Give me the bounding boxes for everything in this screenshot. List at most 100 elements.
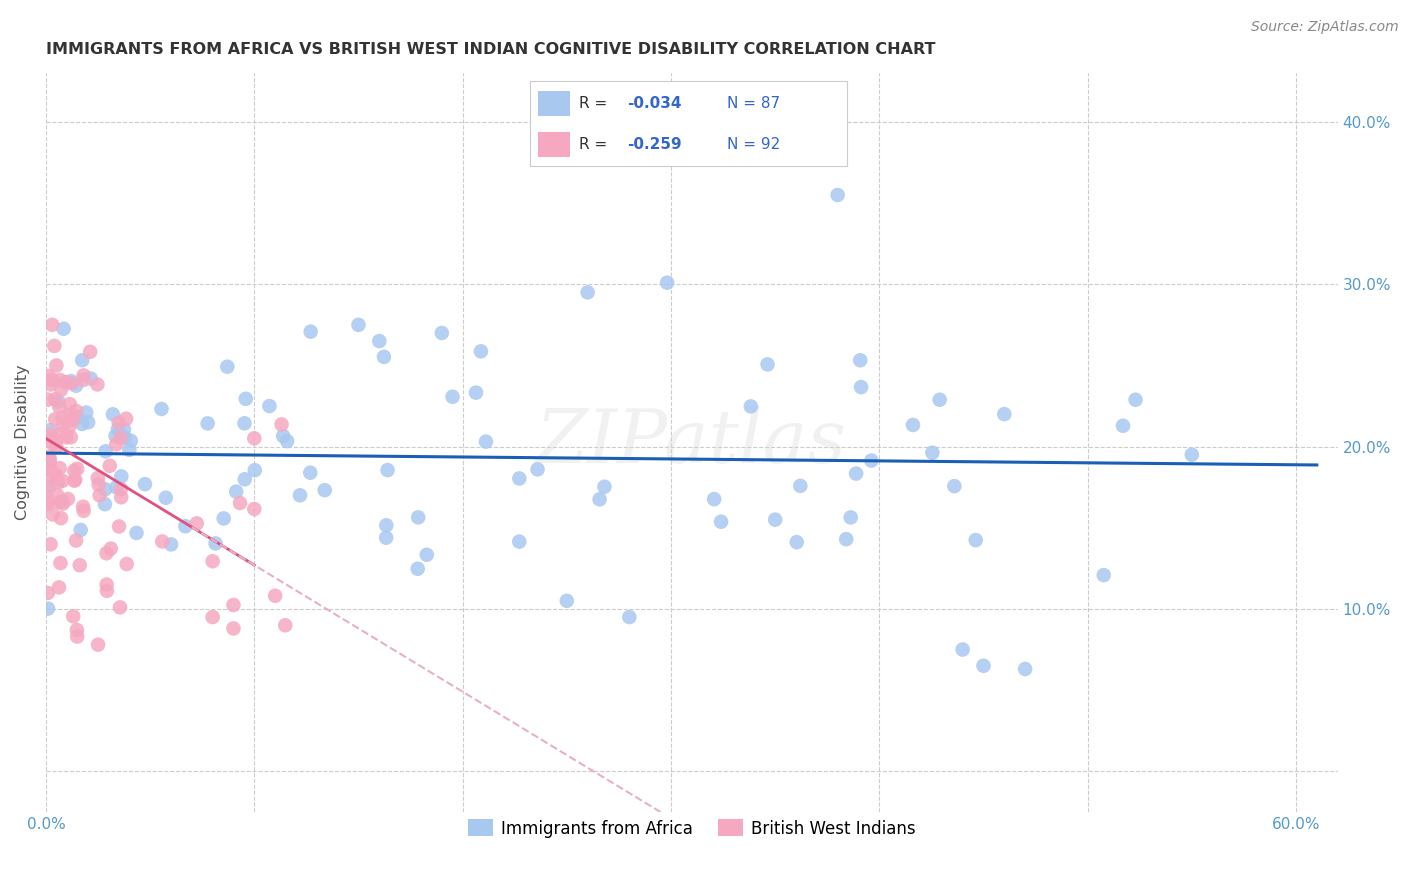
- Point: [576, 285, 599, 300]
- Point: [69, 523, 91, 537]
- Point: [763, 513, 786, 527]
- Point: [41, 469, 63, 483]
- Point: [201, 610, 224, 624]
- Point: [233, 417, 256, 431]
- Point: [41, 437, 63, 451]
- Point: [276, 434, 298, 449]
- Point: [38, 457, 60, 471]
- Point: [1014, 662, 1036, 676]
- Text: ZIPatlas: ZIPatlas: [536, 406, 848, 479]
- Point: [197, 417, 219, 431]
- Point: [35, 495, 58, 509]
- Point: [508, 471, 530, 485]
- Point: [107, 416, 129, 430]
- Point: [972, 658, 994, 673]
- Point: [430, 326, 453, 340]
- Point: [89, 488, 111, 502]
- Point: [39, 423, 62, 437]
- Point: [98, 458, 121, 473]
- Point: [35, 459, 58, 474]
- Point: [839, 510, 862, 524]
- Point: [46, 475, 69, 490]
- Point: [51, 411, 73, 425]
- Point: [406, 562, 429, 576]
- Point: [217, 359, 239, 374]
- Point: [655, 276, 678, 290]
- Point: [96, 546, 118, 560]
- Point: [115, 411, 138, 425]
- Point: [104, 429, 127, 443]
- Point: [72, 373, 94, 387]
- Point: [56, 491, 79, 506]
- Point: [46, 488, 69, 502]
- Point: [72, 500, 94, 514]
- Point: [108, 519, 131, 533]
- Point: [48, 394, 70, 409]
- Legend: Immigrants from Africa, British West Indians: Immigrants from Africa, British West Ind…: [461, 813, 922, 844]
- Point: [59, 397, 82, 411]
- Point: [1092, 568, 1115, 582]
- Point: [53, 375, 76, 389]
- Point: [835, 532, 858, 546]
- Point: [66, 623, 89, 637]
- Point: [75, 405, 97, 419]
- Point: [45, 434, 67, 448]
- Point: [368, 334, 391, 348]
- Point: [66, 462, 89, 476]
- Point: [1112, 418, 1135, 433]
- Point: [110, 431, 132, 445]
- Point: [51, 494, 73, 508]
- Point: [94, 482, 117, 496]
- Point: [35, 451, 58, 466]
- Point: [87, 477, 110, 491]
- Point: [1181, 448, 1204, 462]
- Point: [703, 492, 725, 507]
- Point: [465, 385, 488, 400]
- Point: [270, 417, 292, 432]
- Point: [39, 377, 62, 392]
- Point: [475, 434, 498, 449]
- Point: [49, 383, 72, 397]
- Point: [38, 368, 60, 383]
- Point: [134, 477, 156, 491]
- Point: [65, 473, 87, 487]
- Point: [87, 471, 110, 485]
- Point: [38, 479, 60, 493]
- Point: [740, 400, 762, 414]
- Point: [45, 468, 67, 483]
- Point: [110, 469, 132, 483]
- Point: [588, 492, 610, 507]
- Point: [901, 417, 924, 432]
- Point: [845, 467, 868, 481]
- Point: [243, 502, 266, 516]
- Point: [48, 373, 70, 387]
- Point: [65, 404, 87, 418]
- Point: [1125, 392, 1147, 407]
- Point: [115, 557, 138, 571]
- Point: [259, 399, 281, 413]
- Point: [60, 376, 83, 391]
- Point: [70, 417, 93, 431]
- Point: [70, 353, 93, 368]
- Point: [225, 484, 247, 499]
- Point: [72, 504, 94, 518]
- Point: [441, 390, 464, 404]
- Point: [51, 474, 73, 488]
- Point: [48, 581, 70, 595]
- Point: [114, 430, 136, 444]
- Point: [789, 479, 811, 493]
- Point: [943, 479, 966, 493]
- Point: [212, 511, 235, 525]
- Point: [756, 357, 779, 371]
- Point: [94, 497, 117, 511]
- Point: [150, 534, 173, 549]
- Point: [347, 318, 370, 332]
- Point: [96, 577, 118, 591]
- Point: [243, 431, 266, 445]
- Point: [921, 446, 943, 460]
- Point: [593, 480, 616, 494]
- Point: [48, 495, 70, 509]
- Point: [965, 533, 987, 548]
- Point: [314, 483, 336, 498]
- Point: [37, 586, 59, 600]
